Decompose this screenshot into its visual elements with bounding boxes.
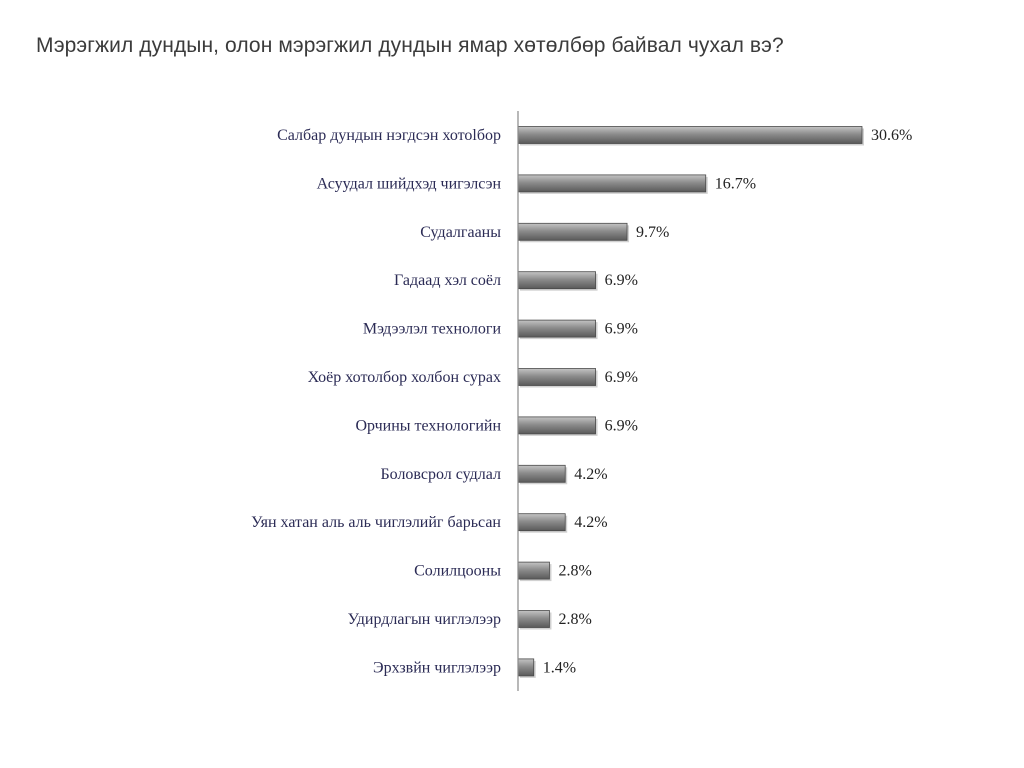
category-label: Удирдлагын чиглэлээр (348, 611, 501, 628)
bar (517, 174, 707, 193)
data-label: 9.7% (636, 224, 669, 241)
data-label: 16.7% (715, 175, 756, 192)
category-label: Гадаад хэл соёл (394, 272, 501, 289)
bar (517, 126, 863, 144)
bar (517, 416, 596, 435)
bar (517, 610, 550, 628)
bar (517, 561, 550, 580)
category-label: Боловсрол судлал (380, 466, 501, 483)
bar (517, 368, 596, 386)
category-label: Солилцооны (414, 563, 501, 580)
category-label: Салбар дундын нэгдсэн хотоlбор (277, 127, 501, 144)
bars-group (517, 126, 864, 678)
data-label: 6.9% (605, 321, 638, 338)
value-labels: 30.6% 16.7% 9.7% 6.9% 6.9% 6.9% 6.9% 4.2% 4.2% 2.… (543, 127, 913, 676)
slide-title: Мэрэгжил дундын, олон мэрэгжил дундын ям… (36, 34, 784, 57)
category-label: Уян хатан аль аль чиглэлийг барьсан (251, 514, 501, 531)
bar (517, 513, 566, 532)
category-label: Судалгааны (420, 224, 501, 241)
category-labels: Салбар дундын нэгдсэн хотоlбор Асуудал ши… (251, 127, 501, 676)
data-label: 2.8% (558, 611, 591, 628)
data-label: 6.9% (605, 369, 638, 386)
data-label: 4.2% (574, 466, 607, 483)
bar (517, 464, 566, 483)
data-label: 1.4% (543, 659, 576, 676)
data-label: 4.2% (574, 514, 607, 531)
data-label: 2.8% (558, 563, 591, 580)
category-label: Асуудал шийдхэд чигэлсэн (317, 175, 502, 192)
category-label: Эрхзвйн чиглэлээр (373, 659, 501, 676)
bar (517, 222, 628, 241)
category-label: Орчины технологийн (355, 417, 501, 434)
data-label: 6.9% (605, 417, 638, 434)
category-label: Мэдээлэл технологи (363, 321, 502, 338)
data-label: 6.9% (605, 272, 638, 289)
bar (517, 658, 535, 677)
bar (517, 319, 596, 338)
category-label: Хоёр хотолбор холбон сурах (308, 369, 501, 386)
data-label: 30.6% (871, 127, 912, 144)
bar (517, 271, 596, 290)
